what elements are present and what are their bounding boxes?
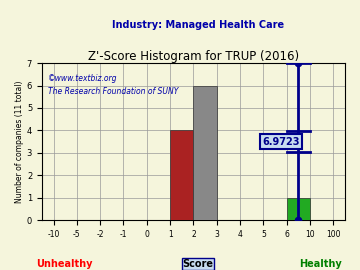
Title: Z'-Score Histogram for TRUP (2016): Z'-Score Histogram for TRUP (2016) [88,50,299,63]
Y-axis label: Number of companies (11 total): Number of companies (11 total) [15,80,24,203]
Text: Healthy: Healthy [299,259,342,269]
Text: Unhealthy: Unhealthy [37,259,93,269]
Text: Score: Score [183,259,213,269]
Bar [287,198,310,220]
Text: The Research Foundation of SUNY: The Research Foundation of SUNY [48,87,178,96]
Bar [193,86,217,220]
Text: Industry: Managed Health Care: Industry: Managed Health Care [112,20,284,30]
Text: ©www.textbiz.org: ©www.textbiz.org [48,74,117,83]
Bar [170,130,193,220]
Text: 6.9723: 6.9723 [262,137,300,147]
